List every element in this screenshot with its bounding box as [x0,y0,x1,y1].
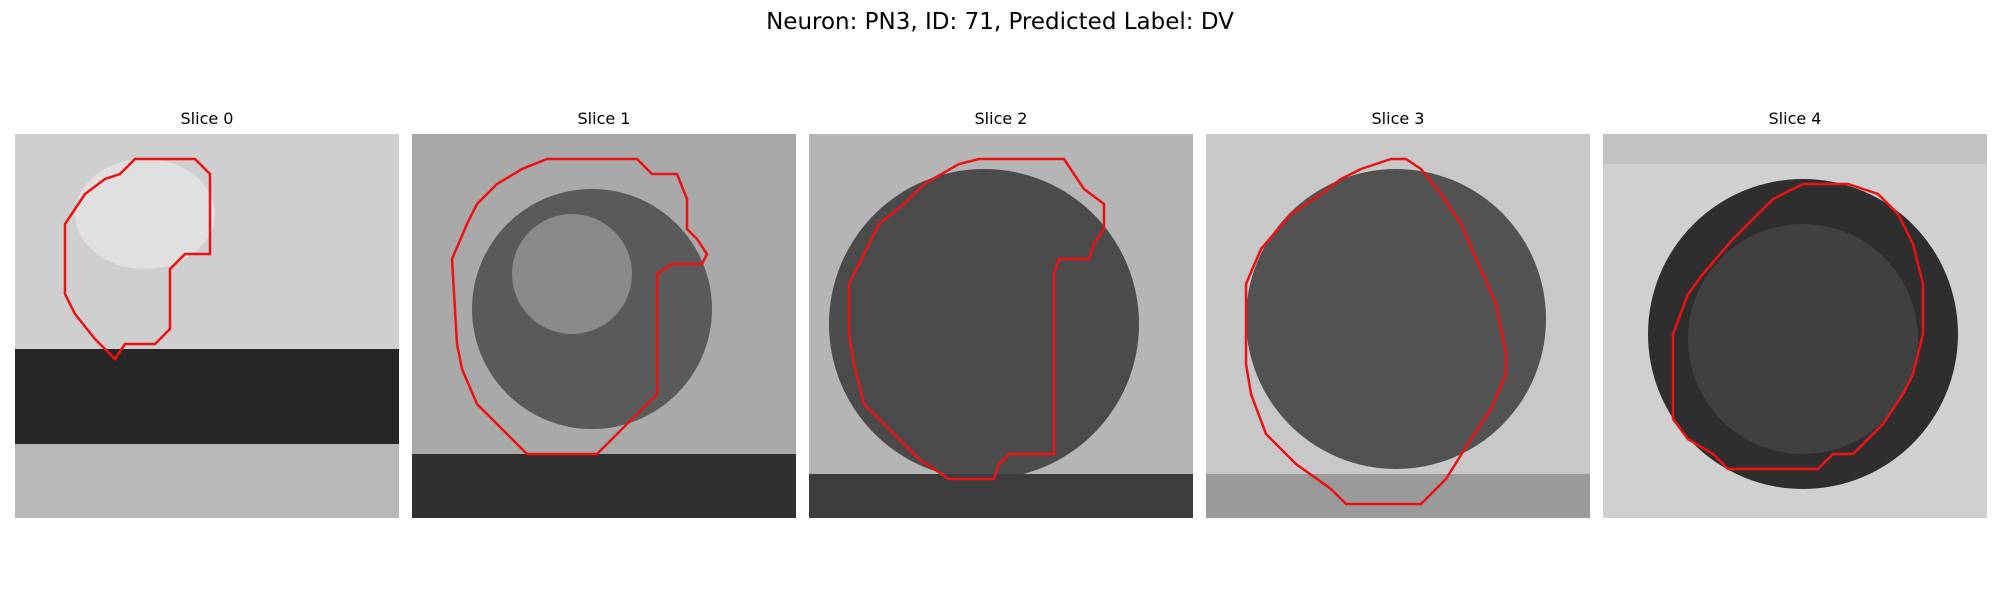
slice-title: Slice 1 [577,109,631,128]
figure-title: Neuron: PN3, ID: 71, Predicted Label: DV [766,9,1234,35]
slice-image-4 [1603,134,1987,518]
slice-title: Slice 2 [974,109,1028,128]
slice-title: Slice 3 [1371,109,1425,128]
slice-image-2 [809,134,1193,518]
slice-title: Slice 0 [180,109,234,128]
slice-image-3 [1206,134,1590,518]
slice-title: Slice 4 [1768,109,1822,128]
slice-image-0 [15,134,399,518]
slice-image-1 [412,134,796,518]
